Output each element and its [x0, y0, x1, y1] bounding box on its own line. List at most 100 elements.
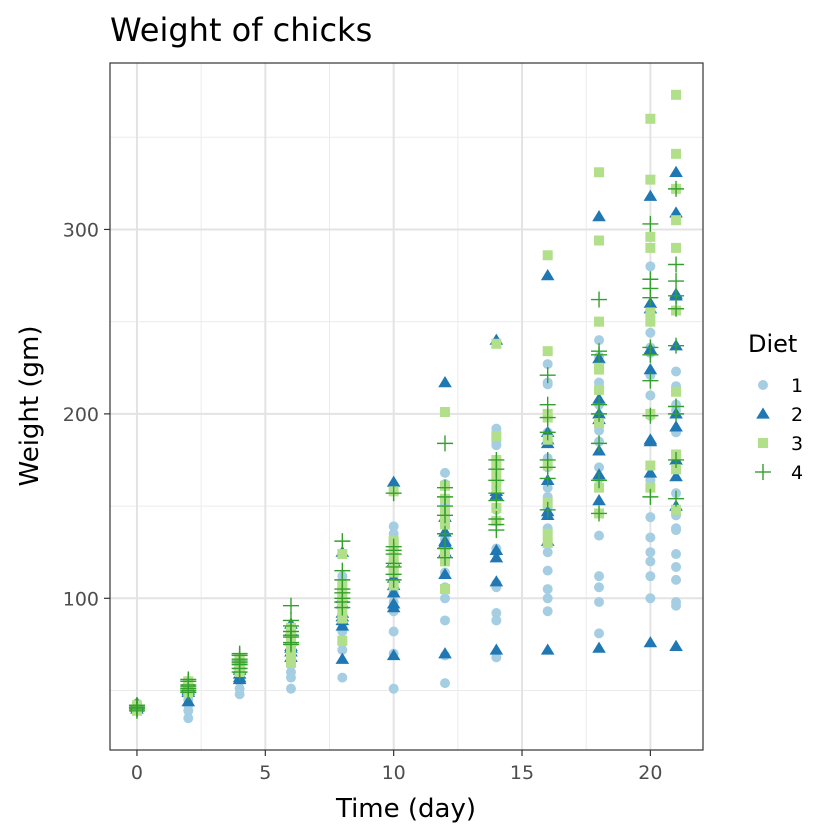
- data-point: [388, 521, 399, 532]
- data-point: [668, 490, 685, 507]
- data-point: [645, 307, 656, 318]
- data-point: [285, 657, 296, 668]
- data-point: [671, 148, 682, 159]
- data-point: [645, 113, 656, 124]
- data-point: [440, 678, 451, 689]
- data-point: [669, 470, 683, 482]
- data-point: [542, 565, 553, 576]
- data-point: [642, 346, 659, 363]
- data-point: [542, 593, 553, 604]
- data-point: [440, 407, 451, 418]
- data-point: [668, 405, 685, 422]
- legend-key-1: [758, 380, 768, 390]
- data-point: [645, 571, 656, 582]
- data-point: [645, 390, 656, 401]
- data-point: [334, 571, 351, 588]
- data-point: [668, 337, 685, 354]
- series-diet-4: [128, 180, 685, 719]
- data-point: [542, 537, 553, 548]
- data-point: [671, 525, 682, 536]
- data-point: [234, 683, 245, 694]
- data-point: [591, 472, 608, 489]
- data-point: [645, 242, 656, 253]
- data-point: [669, 206, 683, 218]
- data-point: [282, 597, 299, 614]
- y-tick-label: 100: [63, 588, 99, 610]
- data-point: [669, 639, 683, 651]
- data-point: [542, 359, 553, 370]
- data-point: [385, 538, 402, 555]
- data-point: [642, 488, 659, 505]
- data-points: [128, 89, 685, 724]
- data-point: [671, 89, 682, 100]
- data-point: [337, 613, 348, 624]
- y-axis-title: Weight (gm): [15, 326, 45, 487]
- y-tick-label: 300: [63, 219, 99, 241]
- data-point: [385, 485, 402, 502]
- data-point: [540, 269, 555, 281]
- data-point: [668, 451, 685, 468]
- data-point: [489, 643, 504, 655]
- data-point: [539, 459, 556, 476]
- data-point: [645, 261, 656, 272]
- data-point: [645, 482, 656, 493]
- data-point: [671, 561, 682, 572]
- data-point: [594, 384, 605, 395]
- data-point: [334, 599, 351, 616]
- data-point: [488, 451, 505, 468]
- data-point: [386, 586, 401, 598]
- data-point: [642, 215, 659, 232]
- legend-label: 4: [791, 462, 803, 484]
- data-point: [671, 504, 682, 515]
- data-point: [488, 516, 505, 533]
- data-point: [183, 713, 194, 724]
- data-point: [645, 512, 656, 523]
- x-tick-label: 15: [510, 762, 534, 784]
- data-point: [671, 464, 682, 475]
- data-point: [643, 636, 658, 648]
- data-point: [285, 672, 296, 683]
- data-point: [231, 645, 248, 662]
- data-point: [491, 608, 502, 619]
- data-point: [491, 652, 502, 663]
- data-point: [385, 566, 402, 583]
- data-point: [337, 644, 348, 655]
- data-point: [594, 316, 605, 327]
- data-point: [642, 372, 659, 389]
- data-point: [437, 435, 454, 452]
- x-tick-label: 20: [638, 762, 662, 784]
- x-tick-label: 0: [131, 762, 143, 784]
- data-point: [539, 367, 556, 384]
- data-point: [488, 485, 505, 502]
- data-point: [386, 597, 401, 609]
- data-point: [540, 643, 555, 655]
- x-axis: 0 5 10 15 20: [131, 750, 662, 784]
- data-point: [592, 494, 606, 506]
- data-point: [591, 505, 608, 522]
- legend-label: 2: [791, 404, 803, 426]
- data-point: [334, 533, 351, 550]
- data-point: [643, 363, 658, 375]
- x-tick-label: 5: [259, 762, 271, 784]
- data-point: [285, 683, 296, 694]
- data-point: [489, 551, 504, 563]
- data-point: [668, 300, 685, 317]
- data-point: [592, 641, 606, 653]
- data-point: [642, 271, 659, 288]
- data-point: [542, 584, 553, 595]
- data-point: [594, 530, 605, 541]
- data-point: [591, 396, 608, 413]
- data-point: [539, 424, 556, 441]
- data-point: [668, 180, 685, 197]
- y-axis: 100 200 300: [63, 219, 110, 610]
- data-point: [437, 479, 454, 496]
- data-point: [594, 418, 605, 429]
- data-point: [645, 316, 656, 327]
- data-point: [440, 467, 451, 478]
- x-tick-label: 10: [382, 762, 406, 784]
- data-point: [643, 435, 658, 447]
- data-point: [671, 386, 682, 397]
- data-point: [491, 431, 502, 442]
- data-point: [438, 647, 452, 659]
- data-point: [542, 250, 553, 261]
